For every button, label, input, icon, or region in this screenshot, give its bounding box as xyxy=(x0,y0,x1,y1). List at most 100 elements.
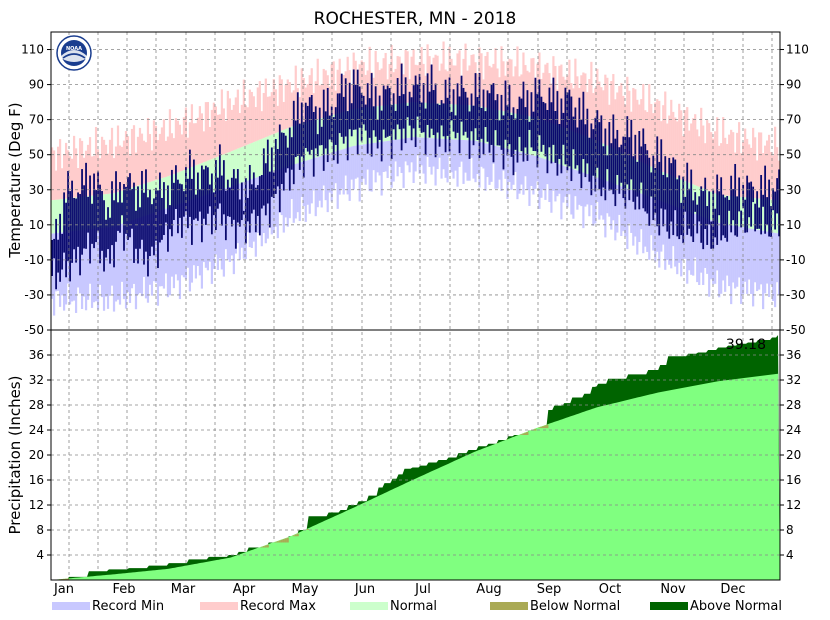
record-min-bar xyxy=(628,189,631,224)
observed-temp-bar xyxy=(187,178,189,229)
observed-temp-bar xyxy=(99,184,101,264)
precipitation-tick-right: 4 xyxy=(786,548,794,562)
observed-temp-bar xyxy=(57,239,59,273)
observed-temp-bar xyxy=(642,128,645,209)
record-max-bar xyxy=(162,119,166,178)
record-max-bar xyxy=(86,144,90,197)
record-min-bar xyxy=(752,229,755,307)
record-min-bar xyxy=(586,173,589,205)
observed-temp-bar xyxy=(564,87,567,165)
record-max-bar xyxy=(64,142,68,199)
normal-temp-bar xyxy=(244,145,247,182)
below-normal-bar xyxy=(294,534,297,537)
record-max-bar xyxy=(128,155,132,189)
observed-temp-bar xyxy=(324,111,327,149)
observed-temp-bar xyxy=(408,91,411,126)
observed-temp-bar xyxy=(252,172,255,210)
record-max-bar xyxy=(90,156,94,196)
observed-temp-bar xyxy=(75,198,77,263)
observed-temp-bar xyxy=(706,206,709,245)
record-min-bar xyxy=(188,200,192,292)
record-max-bar xyxy=(52,150,56,201)
record-max-bar xyxy=(688,130,691,183)
observed-temp-bar xyxy=(634,134,637,210)
observed-temp-bar xyxy=(308,97,311,155)
record-max-bar xyxy=(420,46,423,103)
observed-temp-bar xyxy=(121,202,123,216)
temperature-panel: -50 -50 -30 -30 -10 -10 10 10 30 30 50 50 70 70 90 90 11… xyxy=(21,31,809,580)
observed-temp-bar xyxy=(558,123,561,159)
observed-temp-bar xyxy=(764,165,767,234)
record-max-bar xyxy=(636,99,639,160)
observed-temp-bar xyxy=(744,199,747,233)
record-max-bar xyxy=(224,120,227,154)
record-max-bar xyxy=(580,75,583,135)
record-min-bar xyxy=(374,142,377,183)
record-max-bar xyxy=(156,140,160,180)
temperature-tick-right: -30 xyxy=(786,288,806,302)
record-min-bar xyxy=(450,139,453,173)
observed-temp-bar xyxy=(272,172,275,198)
record-min-bar xyxy=(302,161,305,207)
record-min-bar xyxy=(504,148,507,179)
observed-temp-bar xyxy=(716,174,719,245)
record-min-bar xyxy=(320,155,323,208)
temperature-tick-left: -30 xyxy=(24,288,44,302)
below-normal-bar xyxy=(534,428,537,431)
record-max-bar xyxy=(152,120,156,181)
observed-temp-bar xyxy=(694,192,697,212)
record-min-bar xyxy=(426,137,429,157)
record-max-bar xyxy=(158,133,162,179)
record-min-bar xyxy=(202,195,205,263)
temperature-axis-label: Temperature (Deg F) xyxy=(6,102,24,258)
record-min-bar xyxy=(204,195,207,268)
record-min-bar xyxy=(434,138,437,186)
record-min-bar xyxy=(746,227,749,294)
observed-temp-bar xyxy=(286,147,289,169)
record-max-bar xyxy=(500,46,503,111)
normal-temp-bar xyxy=(216,156,219,192)
record-min-bar xyxy=(342,149,345,195)
record-min-bar xyxy=(666,203,669,261)
below-normal-bar xyxy=(286,537,289,543)
record-min-bar xyxy=(552,162,555,191)
normal-temp-bar xyxy=(684,181,687,211)
record-min-bar xyxy=(518,151,521,194)
record-max-bar xyxy=(310,68,313,122)
record-min-bar xyxy=(424,137,427,184)
observed-temp-bar xyxy=(145,169,147,252)
observed-temp-bar xyxy=(476,97,479,141)
observed-temp-bar xyxy=(592,129,595,176)
record-min-bar xyxy=(138,217,142,294)
observed-temp-bar xyxy=(87,196,89,233)
observed-temp-bar xyxy=(320,126,323,146)
record-max-bar xyxy=(710,132,713,192)
normal-temp-bar xyxy=(762,198,765,231)
record-max-bar xyxy=(146,118,150,183)
record-max-bar xyxy=(382,58,385,106)
observed-temp-bar xyxy=(458,96,461,154)
record-max-bar xyxy=(536,63,539,118)
observed-temp-bar xyxy=(544,103,547,157)
observed-temp-bar xyxy=(250,184,253,214)
observed-temp-bar xyxy=(770,206,773,237)
record-max-bar xyxy=(116,125,120,193)
observed-temp-bar xyxy=(242,210,245,215)
record-max-bar xyxy=(572,88,575,132)
observed-temp-bar xyxy=(256,185,259,216)
observed-temp-bar xyxy=(730,175,733,233)
normal-temp-bar xyxy=(692,184,695,214)
record-max-bar xyxy=(240,104,243,148)
record-max-bar xyxy=(766,140,769,200)
record-min-bar xyxy=(734,225,737,289)
record-max-bar xyxy=(298,97,301,125)
record-max-bar xyxy=(124,131,128,190)
record-min-bar xyxy=(286,166,289,227)
precipitation-tick-left: 4 xyxy=(36,548,44,562)
record-min-bar xyxy=(124,222,128,309)
normal-temp-bar xyxy=(696,186,699,215)
record-max-bar xyxy=(102,139,106,195)
record-min-bar xyxy=(522,152,525,195)
record-min-bar xyxy=(576,170,579,210)
record-max-bar xyxy=(390,44,393,105)
